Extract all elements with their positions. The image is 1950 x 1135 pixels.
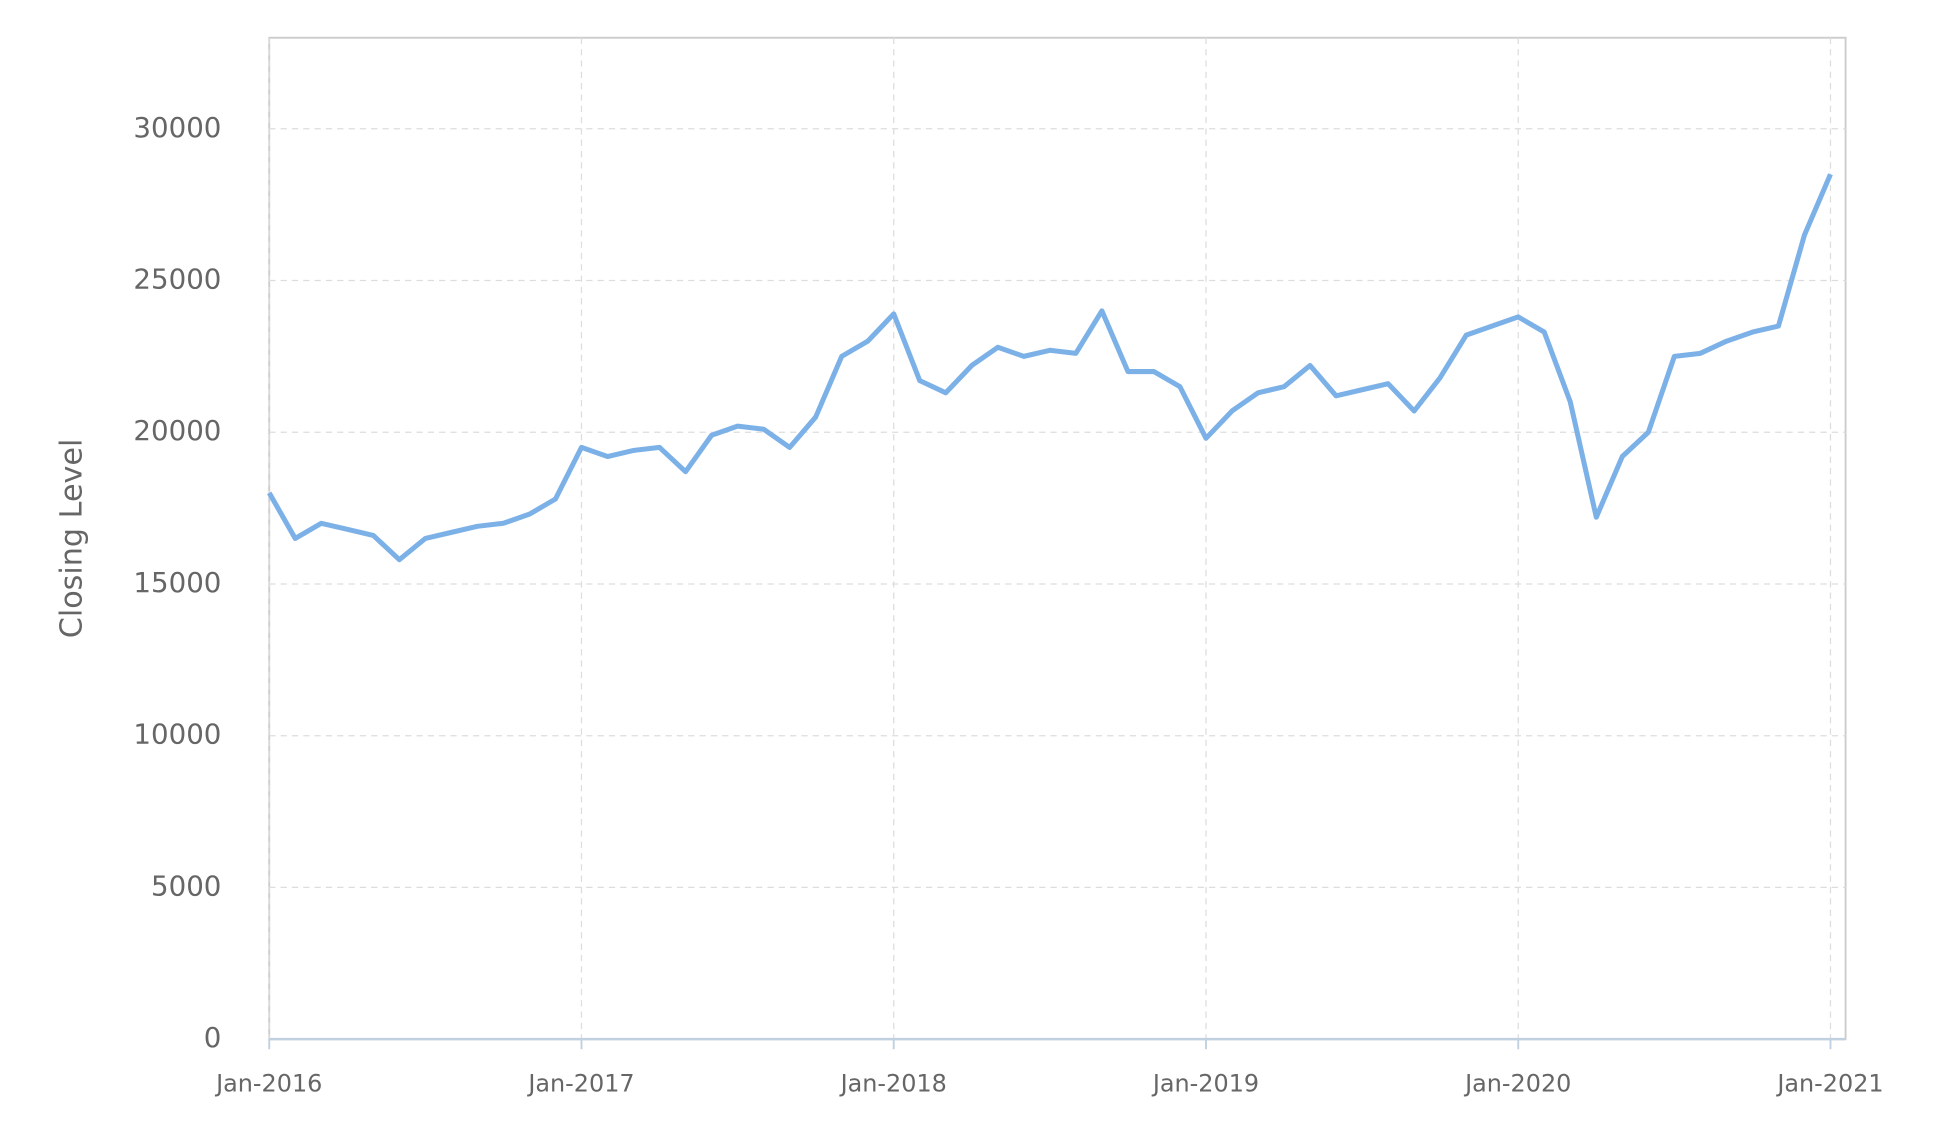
y-tick-label: 30000 [133, 111, 221, 144]
y-tick-label: 20000 [133, 414, 221, 447]
x-tick-label: Jan-2021 [1775, 1069, 1883, 1097]
y-tick-label: 5000 [151, 869, 221, 902]
x-tick-label: Jan-2018 [839, 1069, 947, 1097]
data-line [267, 173, 1833, 563]
y-tick-label: 0 [204, 1021, 222, 1054]
y-tick-label: 10000 [133, 718, 221, 751]
x-tick-label: Jan-2019 [1151, 1069, 1259, 1097]
y-tick-label: 15000 [133, 566, 221, 599]
x-tick-label: Jan-2016 [214, 1069, 322, 1097]
x-tick-label: Jan-2020 [1463, 1069, 1571, 1097]
y-tick-label: 25000 [133, 263, 221, 296]
x-tick-label: Jan-2017 [526, 1069, 634, 1097]
y-axis-title: Closing Level [54, 439, 89, 639]
plot-frame [268, 36, 1847, 1041]
